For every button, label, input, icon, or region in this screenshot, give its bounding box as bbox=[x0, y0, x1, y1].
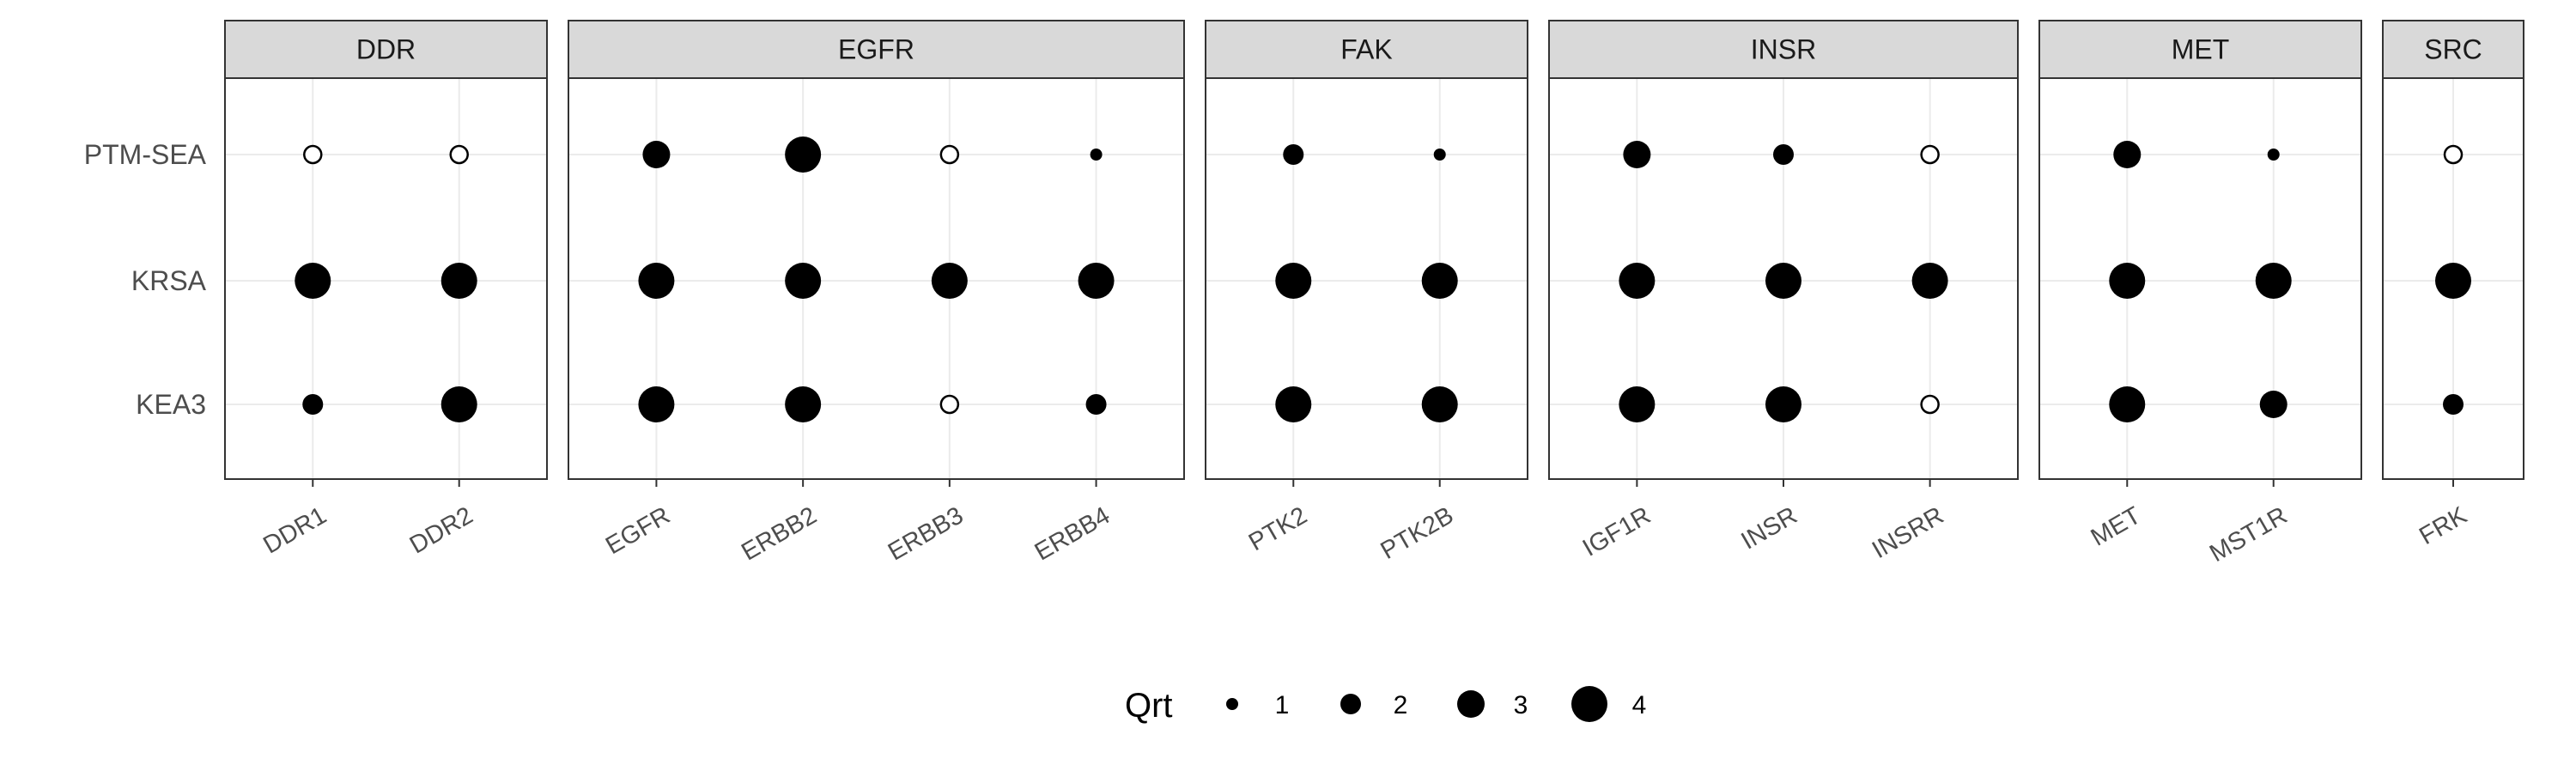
point-frk-krsa bbox=[2435, 263, 2471, 299]
point-egfr-kea3 bbox=[638, 386, 675, 422]
point-igf1r-krsa bbox=[1619, 263, 1656, 299]
point-ptk2-ptm-sea bbox=[1283, 144, 1304, 165]
facet-border-fak bbox=[1205, 77, 1528, 480]
point-met-kea3 bbox=[2109, 386, 2146, 422]
x-tick-label-insrr: INSRR bbox=[1868, 501, 1948, 564]
point-erbb2-ptm-sea bbox=[785, 137, 822, 173]
point-erbb4-ptm-sea bbox=[1090, 149, 1103, 161]
x-tick-label-ddr2: DDR2 bbox=[405, 501, 477, 559]
point-erbb4-kea3 bbox=[1085, 394, 1107, 415]
point-egfr-ptm-sea bbox=[642, 141, 671, 168]
point-insr-krsa bbox=[1765, 263, 1801, 299]
point-ptk2b-kea3 bbox=[1421, 386, 1458, 422]
legend-key-3 bbox=[1457, 690, 1485, 718]
point-mst1r-ptm-sea bbox=[2267, 149, 2280, 161]
facet-border-egfr bbox=[568, 77, 1185, 480]
x-tick-label-ptk2: PTK2 bbox=[1244, 501, 1312, 556]
point-frk-kea3 bbox=[2443, 394, 2464, 415]
point-ddr1-kea3 bbox=[302, 394, 324, 415]
facet-label-egfr: EGFR bbox=[838, 34, 914, 65]
x-tick-label-egfr: EGFR bbox=[601, 501, 675, 560]
point-erbb2-krsa bbox=[785, 263, 822, 299]
legend-key-2 bbox=[1340, 694, 1361, 714]
facet-panel-ddr bbox=[225, 78, 547, 479]
legend-label-1: 1 bbox=[1275, 691, 1290, 719]
x-tick-label-insr: INSR bbox=[1736, 501, 1801, 555]
point-erbb3-ptm-sea bbox=[939, 144, 960, 165]
x-tick-label-met: MET bbox=[2087, 501, 2146, 551]
point-ptk2-krsa bbox=[1275, 263, 1312, 299]
point-met-ptm-sea bbox=[2113, 141, 2142, 168]
x-tick-label-igf1r: IGF1R bbox=[1578, 501, 1656, 562]
x-tick-label-mst1r: MST1R bbox=[2205, 501, 2292, 568]
point-igf1r-kea3 bbox=[1619, 386, 1656, 422]
legend-key-4 bbox=[1571, 686, 1607, 722]
point-insr-kea3 bbox=[1765, 386, 1801, 422]
point-insrr-krsa bbox=[1911, 263, 1948, 299]
point-ddr1-ptm-sea bbox=[303, 144, 323, 165]
point-erbb2-kea3 bbox=[785, 386, 822, 422]
point-mst1r-krsa bbox=[2255, 263, 2292, 299]
facet-strip-egfr bbox=[568, 20, 1185, 79]
point-ptk2b-krsa bbox=[1421, 263, 1458, 299]
x-tick-label-ddr1: DDR1 bbox=[258, 501, 331, 559]
facet-panel-met bbox=[2039, 78, 2361, 479]
point-erbb3-krsa bbox=[931, 263, 968, 299]
point-erbb4-krsa bbox=[1078, 263, 1115, 299]
x-tick-label-erbb4: ERBB4 bbox=[1030, 501, 1115, 566]
y-tick-label-krsa: KRSA bbox=[131, 265, 207, 296]
point-erbb3-kea3 bbox=[939, 394, 960, 415]
legend-title: Qrt bbox=[1125, 687, 1173, 725]
x-tick-label-erbb3: ERBB3 bbox=[884, 501, 968, 566]
y-tick-label-kea3: KEA3 bbox=[136, 389, 206, 420]
legend-label-3: 3 bbox=[1514, 691, 1528, 719]
facet-label-src: SRC bbox=[2424, 34, 2482, 65]
point-ddr1-krsa bbox=[295, 263, 331, 299]
facet-panel-fak bbox=[1206, 78, 1528, 479]
point-insr-ptm-sea bbox=[1773, 144, 1794, 165]
facet-label-ddr: DDR bbox=[356, 34, 416, 65]
facet-strip-insr bbox=[1548, 20, 2019, 79]
x-tick-label-ptk2b: PTK2B bbox=[1376, 501, 1459, 565]
point-mst1r-kea3 bbox=[2259, 391, 2287, 418]
point-egfr-krsa bbox=[638, 263, 675, 299]
point-frk-ptm-sea bbox=[2443, 144, 2464, 165]
facet-border-ddr bbox=[224, 77, 548, 480]
facet-border-met bbox=[2038, 77, 2362, 480]
legend-label-4: 4 bbox=[1632, 691, 1647, 719]
x-tick-label-frk: FRK bbox=[2415, 501, 2472, 550]
facet-label-insr: INSR bbox=[1751, 34, 1816, 65]
point-ddr2-kea3 bbox=[440, 386, 477, 422]
facet-label-fak: FAK bbox=[1340, 34, 1392, 65]
legend-label-2: 2 bbox=[1394, 691, 1408, 719]
point-ddr2-krsa bbox=[440, 263, 477, 299]
point-ptk2b-ptm-sea bbox=[1433, 149, 1446, 161]
point-insrr-kea3 bbox=[1920, 394, 1940, 415]
point-ptk2-kea3 bbox=[1275, 386, 1312, 422]
x-tick-label-erbb2: ERBB2 bbox=[737, 501, 821, 566]
point-igf1r-ptm-sea bbox=[1623, 141, 1651, 168]
point-ddr2-ptm-sea bbox=[449, 144, 469, 165]
point-insrr-ptm-sea bbox=[1920, 144, 1940, 165]
point-met-krsa bbox=[2109, 263, 2146, 299]
facet-label-met: MET bbox=[2172, 34, 2230, 65]
legend-key-1 bbox=[1226, 698, 1238, 710]
facet-strip-ddr bbox=[224, 20, 548, 79]
facet-strip-met bbox=[2038, 20, 2362, 79]
y-tick-label-ptm-sea: PTM-SEA bbox=[84, 139, 207, 170]
facet-strip-src bbox=[2382, 20, 2524, 79]
